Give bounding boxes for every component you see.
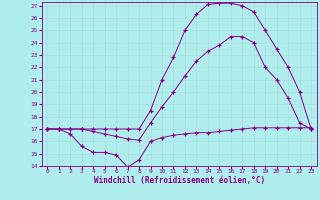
X-axis label: Windchill (Refroidissement éolien,°C): Windchill (Refroidissement éolien,°C): [94, 176, 265, 185]
